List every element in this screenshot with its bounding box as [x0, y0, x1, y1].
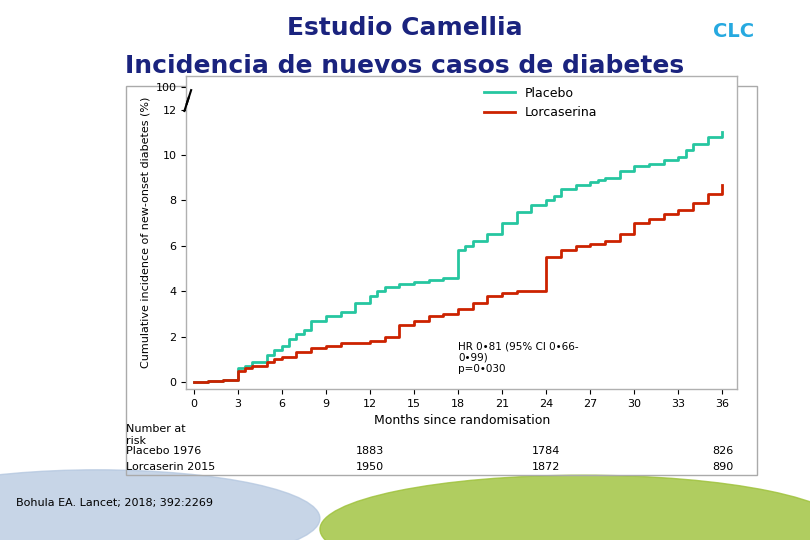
Text: HR 0•81 (95% CI 0•66-
0•99)
p=0•030: HR 0•81 (95% CI 0•66- 0•99) p=0•030 — [458, 341, 578, 374]
Text: 1784: 1784 — [532, 446, 561, 456]
Text: Bohula EA. Lancet; 2018; 392:2269: Bohula EA. Lancet; 2018; 392:2269 — [16, 497, 213, 508]
Text: 826: 826 — [712, 446, 733, 456]
Text: Lorcaserin 2015: Lorcaserin 2015 — [126, 462, 215, 472]
Text: 1883: 1883 — [356, 446, 384, 456]
Text: CLC: CLC — [713, 22, 754, 40]
Y-axis label: Cumulative incidence of new-onset diabetes (%): Cumulative incidence of new-onset diabet… — [140, 97, 150, 368]
Ellipse shape — [0, 470, 320, 540]
Text: Incidencia de nuevos casos de diabetes: Incidencia de nuevos casos de diabetes — [126, 54, 684, 78]
X-axis label: Months since randomisation: Months since randomisation — [373, 414, 550, 427]
Text: Placebo 1976: Placebo 1976 — [126, 446, 201, 456]
Text: 890: 890 — [712, 462, 733, 472]
Text: Number at
risk: Number at risk — [126, 424, 185, 446]
Text: Estudio Camellia: Estudio Camellia — [288, 16, 522, 40]
Legend: Placebo, Lorcaserina: Placebo, Lorcaserina — [479, 82, 603, 124]
Text: 1872: 1872 — [532, 462, 561, 472]
Ellipse shape — [320, 475, 810, 540]
Text: 1950: 1950 — [356, 462, 384, 472]
